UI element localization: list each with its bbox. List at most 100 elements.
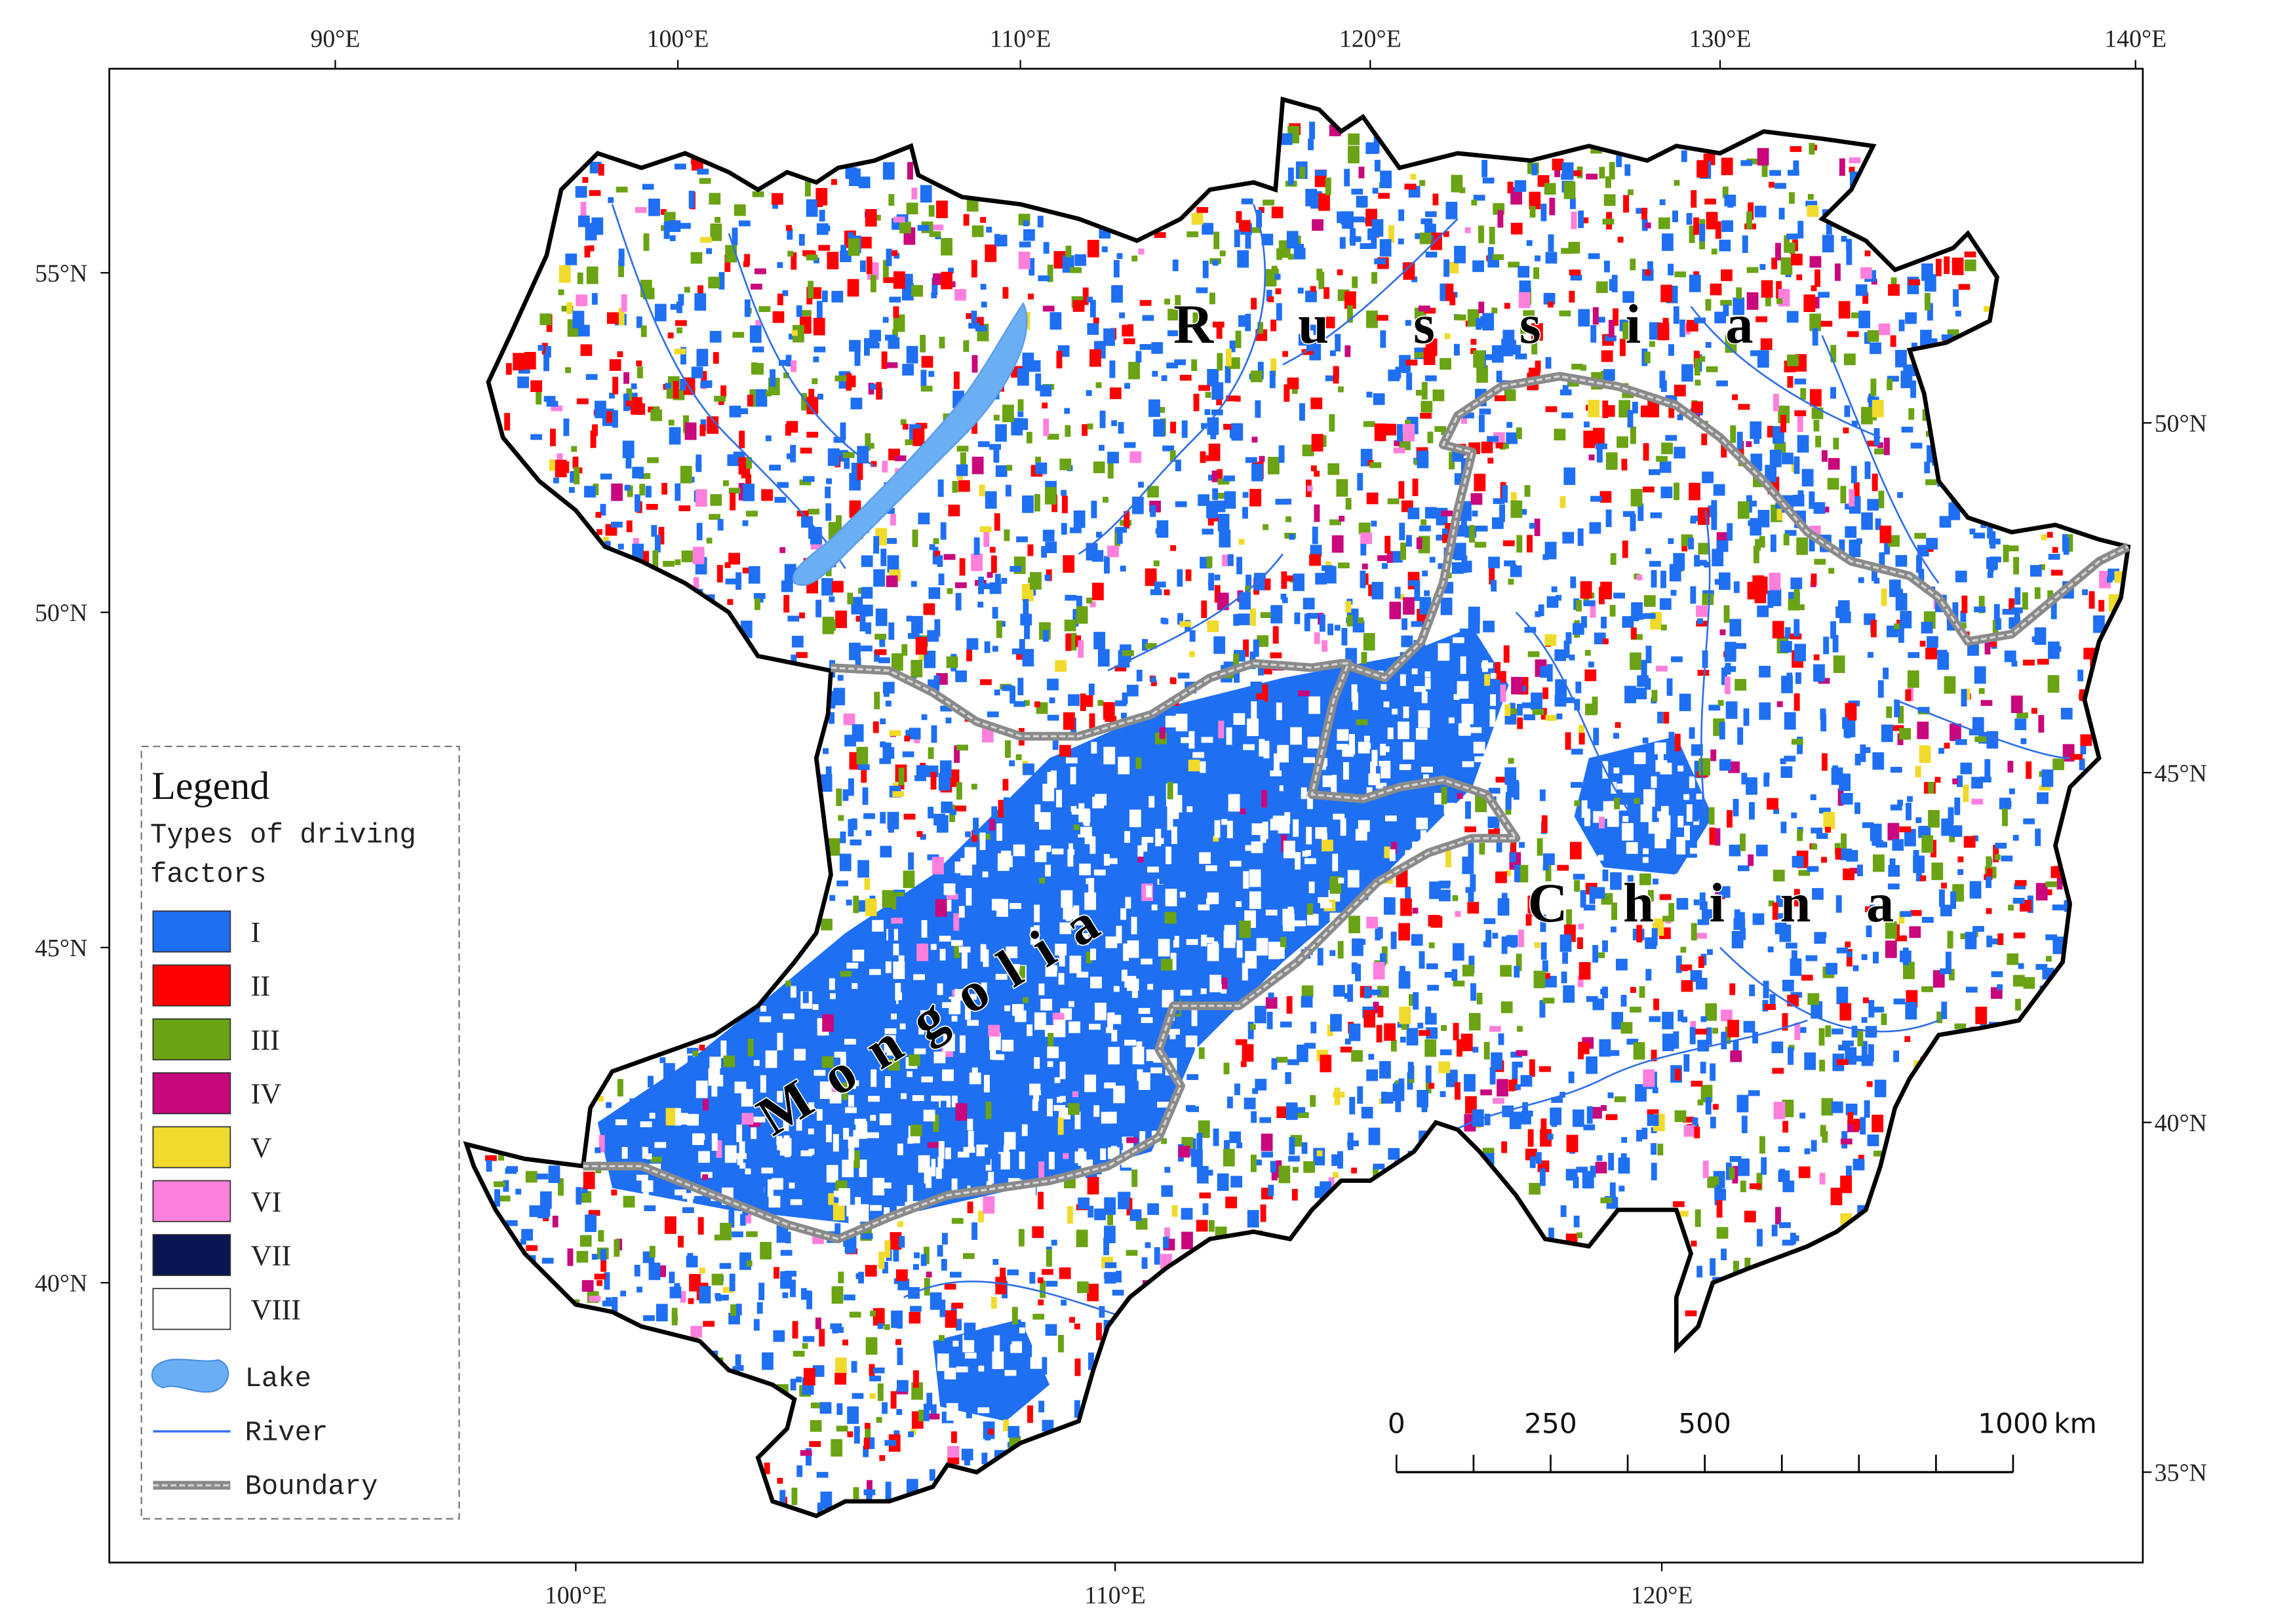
type-pixel	[915, 637, 928, 655]
type-pixel	[1188, 731, 1195, 749]
type-pixel	[884, 1035, 896, 1053]
type-pixel	[2052, 758, 2065, 771]
type-pixel	[1086, 952, 1092, 963]
type-pixel	[1872, 752, 1885, 770]
type-pixel	[1535, 360, 1541, 373]
type-pixel	[1791, 812, 1797, 819]
type-pixel	[1924, 292, 1931, 311]
type-pixel	[1411, 668, 1418, 674]
type-pixel	[1885, 921, 1897, 939]
type-pixel	[1660, 486, 1673, 499]
type-pixel	[856, 746, 869, 765]
type-pixel	[1103, 702, 1115, 720]
type-pixel	[1339, 515, 1345, 522]
type-pixel	[1972, 925, 1984, 932]
type-pixel	[1087, 1283, 1099, 1302]
type-pixel	[738, 482, 745, 501]
type-pixel	[1420, 412, 1432, 419]
type-pixel	[1870, 342, 1881, 355]
type-pixel	[753, 592, 766, 599]
type-pixel	[1057, 1117, 1064, 1135]
type-pixel	[827, 252, 839, 269]
type-pixel	[1542, 997, 1555, 1004]
type-pixel	[1986, 856, 1992, 874]
type-pixel	[618, 260, 624, 277]
type-pixel	[1847, 331, 1859, 338]
type-pixel	[1217, 1173, 1229, 1191]
type-pixel	[1277, 744, 1289, 763]
type-pixel	[1729, 983, 1736, 996]
type-pixel	[992, 1351, 1004, 1369]
type-pixel	[1123, 943, 1129, 961]
type-pixel	[1910, 910, 1922, 916]
type-pixel	[1642, 737, 1649, 744]
type-pixel	[2045, 956, 2052, 962]
type-pixel	[1957, 856, 1964, 862]
type-pixel	[1057, 1334, 1064, 1353]
type-pixel	[915, 423, 928, 429]
type-pixel	[943, 883, 956, 895]
type-pixel	[967, 1119, 973, 1131]
type-pixel	[1421, 830, 1426, 848]
type-pixel	[1180, 990, 1192, 996]
type-pixel	[1027, 1405, 1033, 1423]
type-pixel	[1858, 577, 1864, 583]
type-pixel	[576, 294, 588, 307]
legend: Legend Types of driving factors IIIIIIIV…	[140, 745, 460, 1520]
type-pixel	[1735, 678, 1747, 691]
type-pixel	[1058, 973, 1065, 985]
type-pixel	[1601, 617, 1607, 628]
type-pixel	[1757, 1229, 1763, 1247]
type-pixel	[1323, 317, 1335, 328]
type-pixel	[1619, 338, 1626, 357]
type-pixel	[1903, 961, 1915, 980]
type-pixel	[1276, 1056, 1288, 1063]
type-pixel	[1424, 677, 1431, 689]
type-pixel	[1295, 852, 1301, 870]
type-pixel	[1504, 389, 1516, 401]
type-pixel	[594, 1273, 606, 1280]
type-pixel	[1819, 1060, 1826, 1072]
type-pixel	[1741, 773, 1748, 784]
type-pixel	[1689, 482, 1700, 501]
type-pixel	[1021, 1124, 1028, 1136]
type-pixel	[1772, 621, 1784, 639]
type-pixel	[1776, 701, 1783, 707]
type-pixel	[1078, 640, 1084, 658]
type-pixel	[513, 353, 525, 371]
type-pixel	[1697, 919, 1710, 925]
type-pixel	[1344, 291, 1356, 309]
type-pixel	[1801, 975, 1813, 981]
type-pixel	[985, 1147, 991, 1165]
type-pixel	[1071, 809, 1084, 815]
type-pixel	[874, 649, 887, 655]
type-pixel	[1003, 797, 1010, 815]
type-pixel	[2023, 659, 2035, 666]
type-pixel	[1593, 952, 1605, 959]
type-pixel	[1676, 898, 1689, 910]
type-pixel	[1699, 223, 1706, 242]
type-pixel	[986, 1181, 992, 1188]
type-pixel	[833, 1203, 845, 1221]
type-pixel	[1101, 246, 1108, 252]
type-pixel	[834, 1051, 846, 1058]
type-pixel	[1916, 870, 1922, 881]
type-pixel	[1590, 1107, 1602, 1119]
type-pixel	[1112, 1289, 1124, 1296]
type-pixel	[1315, 170, 1327, 176]
type-pixel	[1261, 790, 1268, 808]
type-pixel	[1280, 937, 1287, 949]
type-pixel	[2035, 828, 2041, 847]
type-pixel	[1609, 605, 1616, 617]
type-pixel	[623, 1195, 635, 1208]
scale-bar: 0 250 500 1000 km	[1388, 1407, 2097, 1474]
type-pixel	[1322, 758, 1327, 770]
type-pixel	[1695, 379, 1701, 386]
type-pixel	[774, 497, 787, 503]
type-pixel	[1663, 712, 1670, 724]
type-pixel	[552, 1215, 559, 1228]
type-pixel	[1641, 659, 1647, 678]
type-pixel	[1099, 444, 1105, 451]
type-pixel	[1401, 635, 1413, 648]
type-pixel	[1573, 874, 1585, 880]
